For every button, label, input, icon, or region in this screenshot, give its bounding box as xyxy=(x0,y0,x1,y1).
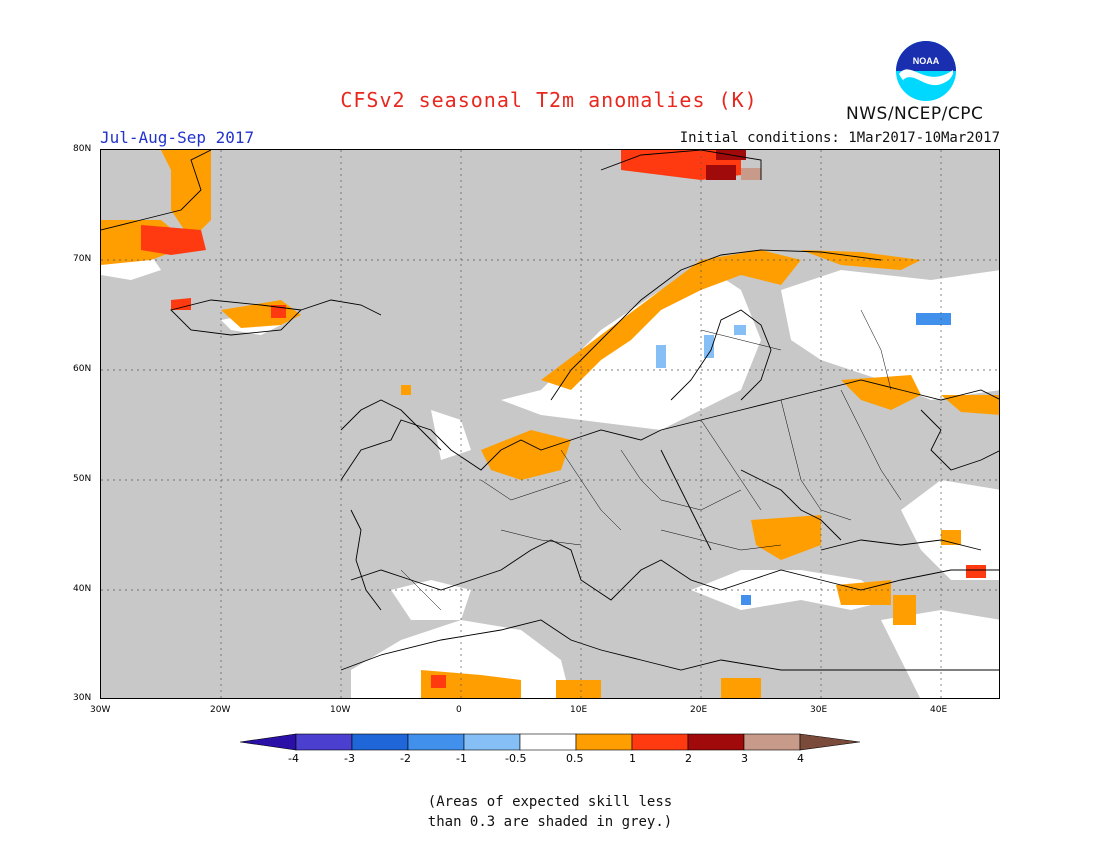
skill-mask-background xyxy=(101,150,999,698)
colorbar-label: -1 xyxy=(456,752,467,765)
chart-title: CFSv2 seasonal T2m anomalies (K) xyxy=(340,88,758,112)
colorbar xyxy=(240,733,860,751)
colorbar-label: -2 xyxy=(400,752,411,765)
colorbar-label: -4 xyxy=(288,752,299,765)
extreme-warm-regions xyxy=(741,168,761,180)
very-warm-regions xyxy=(706,150,746,180)
lat-label: 60N xyxy=(73,364,92,374)
coastlines xyxy=(101,150,999,671)
agency-label: NWS/NCEP/CPC xyxy=(846,104,984,124)
colorbar-segment xyxy=(295,733,353,751)
lon-label: 30E xyxy=(810,705,828,715)
noaa-logo: NOAA xyxy=(896,41,956,101)
graticule xyxy=(101,150,999,698)
forecast-period: Jul-Aug-Sep 2017 xyxy=(100,128,255,147)
logo-text: NOAA xyxy=(913,56,940,66)
colorbar-segment xyxy=(240,733,297,751)
colorbar-segment xyxy=(743,733,801,751)
lon-label: 10W xyxy=(330,705,351,715)
colorbar-label: -3 xyxy=(344,752,355,765)
lat-label: 30N xyxy=(73,693,92,703)
anomaly-map xyxy=(100,149,1000,699)
footnote-line: (Areas of expected skill less xyxy=(427,794,673,810)
lon-label: 10E xyxy=(570,705,588,715)
colorbar-segment xyxy=(687,733,745,751)
footnote-line: than 0.3 are shaded in grey.) xyxy=(427,814,673,830)
lon-label: 30W xyxy=(90,705,111,715)
colorbar-segment xyxy=(407,733,465,751)
initial-conditions: Initial conditions: 1Mar2017-10Mar2017 xyxy=(679,130,1000,146)
lat-label: 50N xyxy=(73,474,92,484)
map-canvas xyxy=(101,150,999,698)
colorbar-segment xyxy=(463,733,521,751)
colorbar-label: 0.5 xyxy=(566,752,584,765)
colorbar-label: -0.5 xyxy=(505,752,527,765)
country-borders xyxy=(400,309,902,611)
colorbar-segment xyxy=(799,733,860,751)
colorbar-label: 3 xyxy=(741,752,748,765)
skill-footnote: (Areas of expected skill less than 0.3 a… xyxy=(0,792,1100,832)
colorbar-segment xyxy=(519,733,577,751)
cold-anomaly-regions xyxy=(741,313,951,605)
lon-label: 20E xyxy=(690,705,708,715)
colorbar-label: 4 xyxy=(797,752,804,765)
lat-label: 40N xyxy=(73,584,92,594)
colorbar-segment xyxy=(631,733,689,751)
colorbar-segment xyxy=(575,733,633,751)
lat-label: 70N xyxy=(73,254,92,264)
lat-label: 80N xyxy=(73,144,92,154)
lon-label: 20W xyxy=(210,705,231,715)
cool-anomaly-regions xyxy=(656,325,746,368)
lon-label: 0 xyxy=(456,705,462,715)
colorbar-label: 1 xyxy=(629,752,636,765)
colorbar-segment xyxy=(351,733,409,751)
lon-label: 40E xyxy=(930,705,948,715)
colorbar-label: 2 xyxy=(685,752,692,765)
